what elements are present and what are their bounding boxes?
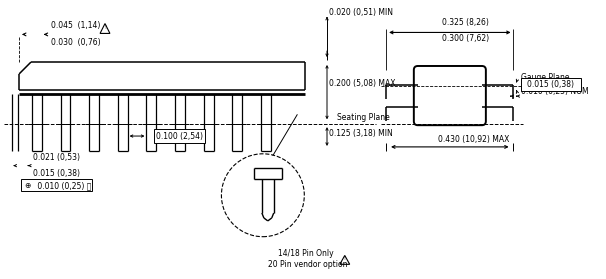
Text: 14/18 Pin Only: 14/18 Pin Only: [278, 249, 333, 258]
Text: 0.200 (5,08) MAX: 0.200 (5,08) MAX: [329, 79, 396, 88]
Text: 0.325 (8,26): 0.325 (8,26): [442, 18, 489, 27]
Text: 0.045  (1,14): 0.045 (1,14): [51, 21, 100, 30]
Text: 0.015 (0,38): 0.015 (0,38): [33, 169, 80, 178]
Text: 0.100 (2,54): 0.100 (2,54): [156, 131, 203, 141]
Text: 0.030  (0,76): 0.030 (0,76): [51, 39, 101, 47]
Text: 0.021 (0,53): 0.021 (0,53): [33, 153, 80, 162]
Text: !: !: [344, 256, 346, 261]
Text: 0.125 (3,18) MIN: 0.125 (3,18) MIN: [329, 129, 393, 138]
Text: 0.020 (0,51) MIN: 0.020 (0,51) MIN: [329, 8, 393, 17]
Bar: [521, 78, 581, 91]
Text: 0.010 (0,25) NOM: 0.010 (0,25) NOM: [521, 87, 589, 96]
Text: ⊕: ⊕: [24, 181, 30, 190]
Text: 0.015 (0,38): 0.015 (0,38): [527, 80, 574, 89]
Bar: [21, 179, 92, 191]
Text: !: !: [104, 25, 106, 30]
FancyBboxPatch shape: [414, 66, 486, 125]
FancyBboxPatch shape: [154, 129, 205, 143]
Text: 0.300 (7,62): 0.300 (7,62): [442, 34, 489, 44]
Text: 0.430 (10,92) MAX: 0.430 (10,92) MAX: [438, 135, 510, 144]
Text: Gauge Plane: Gauge Plane: [521, 73, 570, 82]
Text: Seating Plane: Seating Plane: [337, 113, 390, 122]
Text: 20 Pin vendor option: 20 Pin vendor option: [268, 260, 347, 269]
Text: 0.010 (0,25) Ⓜ: 0.010 (0,25) Ⓜ: [35, 181, 92, 190]
